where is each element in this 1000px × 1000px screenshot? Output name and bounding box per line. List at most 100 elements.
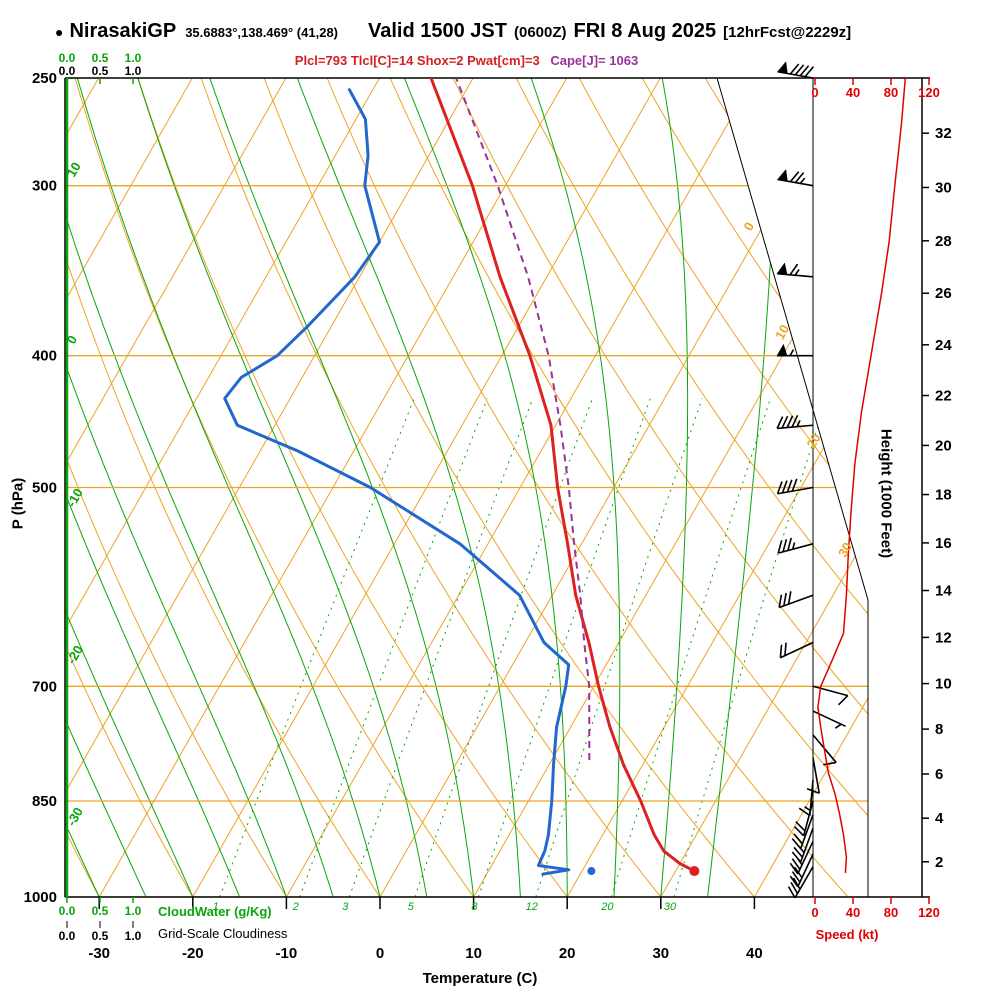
wind-barb xyxy=(777,61,815,79)
plot-cut-boundary xyxy=(716,77,869,897)
wind-barb xyxy=(789,840,814,875)
height-tick-label: 10 xyxy=(935,676,952,693)
moist-adiabat-line xyxy=(65,78,194,897)
cloudwater-scale-bottom: 1.0 xyxy=(125,904,142,918)
pressure-tick-label: 300 xyxy=(32,178,57,195)
cloudiness-scale-bottom: 1.0 xyxy=(125,929,142,943)
pressure-tick-label: 850 xyxy=(32,793,57,810)
wind-barb xyxy=(776,414,814,430)
wind-barb xyxy=(812,710,846,729)
wind-barb xyxy=(776,262,814,278)
dry-adiabat-line xyxy=(485,78,868,897)
cloudiness-scale-top: 0.5 xyxy=(92,64,109,78)
dry-adiabat-line xyxy=(65,78,114,897)
temperature-tick-label: -30 xyxy=(88,945,110,962)
dry-adiabat-line xyxy=(729,78,868,897)
sounding-profiles xyxy=(223,78,700,877)
cloudiness-legend: Grid-Scale Cloudiness xyxy=(158,926,288,941)
surface-temp-dot xyxy=(689,866,700,877)
indices-left: Plcl=793 Tlcl[C]=14 Shox=2 Pwat[cm]=3 xyxy=(294,53,540,68)
pressure-tick-label: 500 xyxy=(32,480,57,497)
isotherm-line xyxy=(660,78,868,897)
height-tick-label: 2 xyxy=(935,854,943,871)
temperature-tick-label: 0 xyxy=(376,945,384,962)
cloudwater-scale-top: 0.5 xyxy=(92,51,109,65)
isotherm-line xyxy=(65,78,193,897)
wind-panel xyxy=(776,61,907,899)
frame xyxy=(64,77,930,898)
height-tick-label: 32 xyxy=(935,125,952,142)
mixing-ratio-line xyxy=(673,398,828,897)
pressure-axis-title: P (hPa) xyxy=(9,477,27,530)
cloudiness-scale-bottom: 0.5 xyxy=(92,929,109,943)
wind-barb xyxy=(787,866,814,899)
indices-right: Cape[J]= 1063 xyxy=(550,53,639,68)
valid-date: FRI 8 Aug 2025 xyxy=(573,20,717,42)
dry-adiabat-line xyxy=(791,78,868,897)
dry-adiabat-line xyxy=(65,78,209,897)
mixing-ratio-label: 1 xyxy=(213,901,219,913)
mixing-ratio-line xyxy=(219,398,415,897)
valid-time-z: (0600Z) xyxy=(513,24,567,41)
temperature-curve xyxy=(429,78,696,873)
temperature-tick-label: -20 xyxy=(182,945,204,962)
wind-barb xyxy=(776,343,813,357)
mixing-ratio-label: 2 xyxy=(292,901,299,913)
isotherm-label-left: 10 xyxy=(64,159,84,179)
height-tick-label: 18 xyxy=(935,487,952,504)
speed-tick-label-top: 80 xyxy=(884,85,898,100)
wind-barb xyxy=(793,800,814,837)
speed-tick-label-bottom: 0 xyxy=(811,905,818,920)
dry-adiabat-line xyxy=(607,78,868,897)
dry-adiabat-line xyxy=(65,78,304,897)
temperature-tick-label: 20 xyxy=(559,945,576,962)
dry-adiabat-line xyxy=(118,78,588,897)
dry-adiabat-line xyxy=(65,78,398,897)
dry-adiabat-line xyxy=(852,78,868,897)
pressure-tick-label: 250 xyxy=(32,70,57,87)
valid-time: Valid 1500 JST xyxy=(368,20,507,42)
dry-adiabat-line xyxy=(668,78,868,897)
speed-tick-label-bottom: 120 xyxy=(918,905,940,920)
wind-barb xyxy=(791,814,814,850)
station-marker-icon: ● xyxy=(55,24,64,40)
forecast-tag: [12hrFcst@2229z] xyxy=(723,24,852,41)
cloudwater-scale-top: 1.0 xyxy=(125,51,142,65)
speed-tick-label-top: 0 xyxy=(811,85,818,100)
moist-adiabat-line xyxy=(707,78,777,897)
height-tick-label: 22 xyxy=(935,388,952,405)
mixing-ratio-label: 20 xyxy=(600,901,614,913)
height-tick-label: 14 xyxy=(935,583,952,600)
moist-adiabat-line xyxy=(65,78,147,897)
temperature-tick-label: 40 xyxy=(746,945,763,962)
parcel-curve xyxy=(455,78,591,760)
cloudiness-scale-top: 0.0 xyxy=(59,64,76,78)
height-tick-label: 4 xyxy=(935,810,944,827)
isotherm-line xyxy=(65,78,287,897)
dry-adiabat-line xyxy=(65,78,493,897)
dry-adiabat-line xyxy=(424,78,868,897)
speed-curve xyxy=(817,77,907,873)
height-tick-label: 30 xyxy=(935,179,952,196)
cloudwater-scale-bottom: 0.0 xyxy=(59,904,76,918)
speed-tick-label-top: 120 xyxy=(918,85,940,100)
station-coords: 35.6883°,138.469° (41,28) xyxy=(185,25,338,40)
cloudwater-scale-bottom: 0.5 xyxy=(92,904,109,918)
pressure-tick-label: 400 xyxy=(32,348,57,365)
moist-adiabat-line xyxy=(276,78,521,897)
dry-adiabat-line xyxy=(301,78,868,897)
wind-barb xyxy=(777,537,814,554)
moist-adiabat-line xyxy=(382,78,568,897)
mixing-ratio-line xyxy=(414,398,593,897)
dry-adiabat-line xyxy=(546,78,868,897)
temperature-tick-label: 30 xyxy=(652,945,669,962)
height-tick-label: 24 xyxy=(935,337,952,354)
moist-adiabat-line xyxy=(65,78,241,897)
mixing-ratio-line xyxy=(610,398,771,897)
moist-adiabat-line xyxy=(65,78,334,897)
wind-barb xyxy=(778,591,814,609)
mixing-ratio-label: 12 xyxy=(526,901,538,913)
